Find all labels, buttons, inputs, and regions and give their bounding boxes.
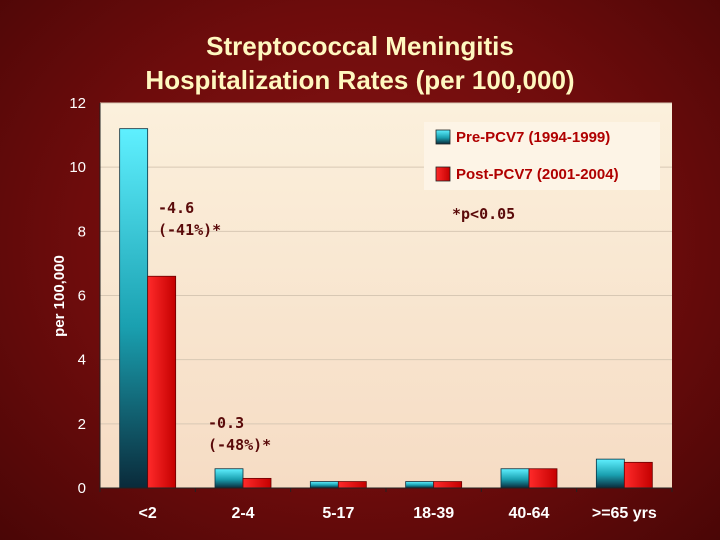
bar-pre-pcv7 (214, 468, 244, 489)
x-tick-label: 18-39 (413, 505, 454, 522)
bar-post-pcv7 (242, 477, 272, 489)
bar-post-pcv7 (337, 481, 367, 489)
annotation-under2-pct: (-41%)* (158, 221, 221, 239)
x-tick-label: 5-17 (322, 505, 354, 522)
y-tick-label: 0 (78, 480, 86, 497)
chart-title-line2: Hospitalization Rates (per 100,000) (145, 65, 575, 95)
legend: Pre-PCV7 (1994-1999) Post-PCV7 (2001-200… (424, 122, 660, 190)
x-tick-label: 40-64 (509, 505, 550, 522)
y-tick-label: 8 (78, 223, 86, 240)
bar-pre-pcv7 (119, 128, 149, 489)
y-axis-label: per 100,000 (51, 255, 68, 337)
y-tick-label: 12 (69, 95, 86, 112)
chart-title-line1: Streptococcal Meningitis (206, 31, 514, 61)
y-tick-label: 2 (78, 416, 86, 433)
y-tick-labels: 0 2 4 6 8 10 12 (69, 95, 86, 497)
annotation-under2-diff: -4.6 (158, 199, 194, 217)
x-tick-labels: <2 2-4 5-17 18-39 40-64 >=65 yrs (139, 505, 657, 522)
legend-label-post: Post-PCV7 (2001-2004) (456, 166, 619, 183)
y-tick-label: 10 (69, 159, 86, 176)
x-tick-label: <2 (139, 505, 157, 522)
bar-pre-pcv7 (595, 458, 625, 489)
bar-post-pcv7 (147, 275, 177, 489)
y-tick-label: 6 (78, 288, 86, 305)
annotation-2to4-diff: -0.3 (208, 414, 244, 432)
y-tick-label: 4 (78, 352, 86, 369)
bar-pre-pcv7 (405, 481, 435, 489)
bar-pre-pcv7 (309, 481, 339, 489)
x-tick-label: >=65 yrs (592, 505, 657, 522)
legend-box (424, 122, 660, 190)
bar-pre-pcv7 (500, 468, 530, 489)
annotation-significance: *p<0.05 (452, 205, 515, 223)
bar-post-pcv7 (623, 461, 653, 489)
bar-post-pcv7 (433, 481, 463, 489)
legend-swatch-pre (435, 129, 451, 145)
bar-post-pcv7 (528, 468, 558, 489)
annotation-2to4-pct: (-48%)* (208, 436, 271, 454)
x-tick-label: 2-4 (231, 505, 254, 522)
legend-label-pre: Pre-PCV7 (1994-1999) (456, 129, 610, 146)
bar-group (119, 128, 653, 489)
legend-swatch-post (435, 166, 451, 182)
